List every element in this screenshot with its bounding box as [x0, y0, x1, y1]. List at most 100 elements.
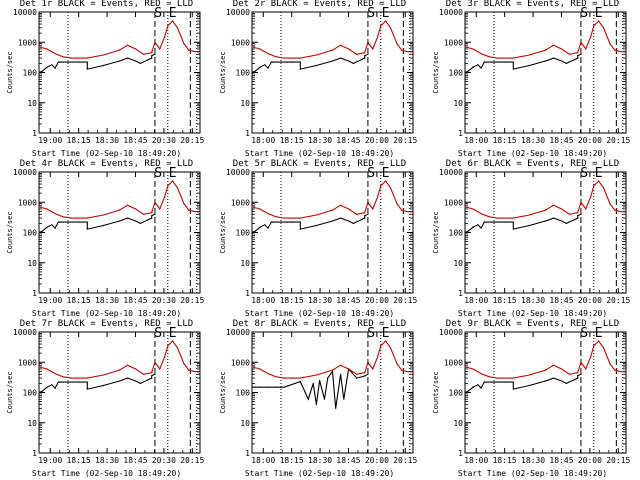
events-series-line [38, 213, 156, 234]
events-point [270, 61, 272, 63]
events-point [299, 61, 301, 63]
events-point [102, 224, 104, 227]
events-series-line [38, 53, 156, 74]
events-series-line [251, 53, 369, 74]
lld-point [602, 27, 605, 29]
events-point [275, 386, 277, 388]
panel-title: Det 8r BLACK = Events, RED = LLD [232, 319, 407, 329]
lld-point [159, 48, 161, 50]
x-tick-label: 20:00 [578, 456, 602, 465]
x-axis-title: Start Time (02-Sep-10 18:49:20) [31, 469, 182, 478]
x-tick-label: 20:15 [180, 136, 204, 145]
panel-title: Det 2r BLACK = Events, RED = LLD [232, 0, 407, 9]
x-tick-label: 20:00 [578, 296, 602, 305]
x-tick-label: 18:45 [549, 456, 573, 465]
events-point [299, 221, 301, 223]
events-point [135, 220, 137, 222]
events-point [480, 67, 482, 69]
lld-point [188, 209, 190, 211]
lld-point [86, 217, 88, 219]
events-point [493, 221, 495, 223]
plot-frame [464, 171, 627, 294]
lld-point [496, 57, 498, 59]
events-point [126, 377, 129, 379]
events-point [528, 224, 530, 227]
events-point [565, 382, 568, 384]
lld-series-line [251, 340, 414, 379]
lld-point [172, 340, 174, 342]
lld-point [62, 56, 64, 58]
plot-svg: 1 10 100 1000 10000 Counts/sec 18:00 18:15 18:30… [219, 326, 417, 465]
lld-point [167, 185, 169, 187]
events-point [54, 67, 56, 69]
lld-point [372, 368, 374, 370]
y-tick-label: 100 [23, 69, 38, 78]
x-tick-label: 18:45 [336, 136, 360, 145]
lld-point [46, 368, 48, 370]
lld-point [585, 48, 587, 50]
y-tick-label: 10000 [439, 168, 463, 177]
lld-point [585, 208, 587, 210]
events-point [480, 227, 482, 229]
y-tick-label: 100 [23, 229, 38, 238]
events-point [477, 64, 479, 66]
panel-title: Det 5r BLACK = Events, RED = LLD [232, 159, 407, 169]
lld-point [488, 376, 490, 378]
y-tick-label: 1000 [444, 358, 463, 367]
lld-point [412, 51, 414, 53]
lld-point [192, 370, 195, 372]
events-point [464, 71, 466, 74]
events-point [299, 228, 301, 230]
events-point [504, 381, 506, 383]
lld-point [405, 50, 408, 52]
flare-marker-label: E [595, 6, 603, 21]
lld-point [544, 369, 547, 371]
x-tick-label: 18:30 [95, 296, 119, 305]
x-tick-label: 20:15 [606, 136, 630, 145]
lld-point [339, 204, 342, 206]
y-tick-label: 1 [32, 129, 37, 138]
lld-point [331, 49, 334, 51]
events-point [57, 381, 59, 383]
events-point [544, 60, 547, 62]
lld-point [389, 27, 392, 29]
lld-point [488, 216, 490, 218]
events-point [283, 386, 285, 388]
lld-point [46, 48, 48, 50]
events-point [331, 370, 334, 372]
lld-point [618, 370, 621, 372]
y-tick-label: 10 [240, 259, 250, 268]
x-tick-label: 18:45 [123, 136, 147, 145]
events-point [312, 382, 314, 384]
lld-point [163, 36, 166, 38]
y-tick-label: 100 [236, 69, 251, 78]
x-tick-label: 18:30 [95, 456, 119, 465]
y-tick-label: 1000 [231, 38, 250, 47]
x-tick-label: 18:00 [251, 296, 275, 305]
lld-point [625, 371, 627, 373]
events-point [364, 57, 366, 59]
lld-series-line [464, 340, 627, 379]
lld-point [512, 377, 514, 379]
detector-panel: Det 8r BLACK = Events, RED = LLD Start Ti… [213, 319, 426, 480]
events-point [477, 224, 479, 226]
x-tick-label: 20:00 [365, 456, 389, 465]
events-point [251, 71, 253, 74]
plot-frame [38, 11, 201, 134]
lld-point [552, 204, 555, 206]
y-axis-title: Counts/sec [432, 51, 440, 93]
x-tick-label: 18:15 [493, 456, 517, 465]
lld-point [480, 373, 482, 375]
y-axis-title: Counts/sec [6, 211, 14, 253]
events-point [577, 55, 579, 57]
events-point [86, 388, 88, 390]
lld-point [299, 57, 301, 59]
panel-title: Det 7r BLACK = Events, RED = LLD [19, 319, 194, 329]
lld-point [367, 361, 369, 363]
lld-point [614, 369, 616, 371]
events-series-line [252, 367, 369, 409]
y-axis-title: Counts/sec [432, 371, 440, 413]
lld-point [151, 52, 153, 54]
x-tick-label: 18:45 [123, 456, 147, 465]
events-point [552, 217, 555, 219]
